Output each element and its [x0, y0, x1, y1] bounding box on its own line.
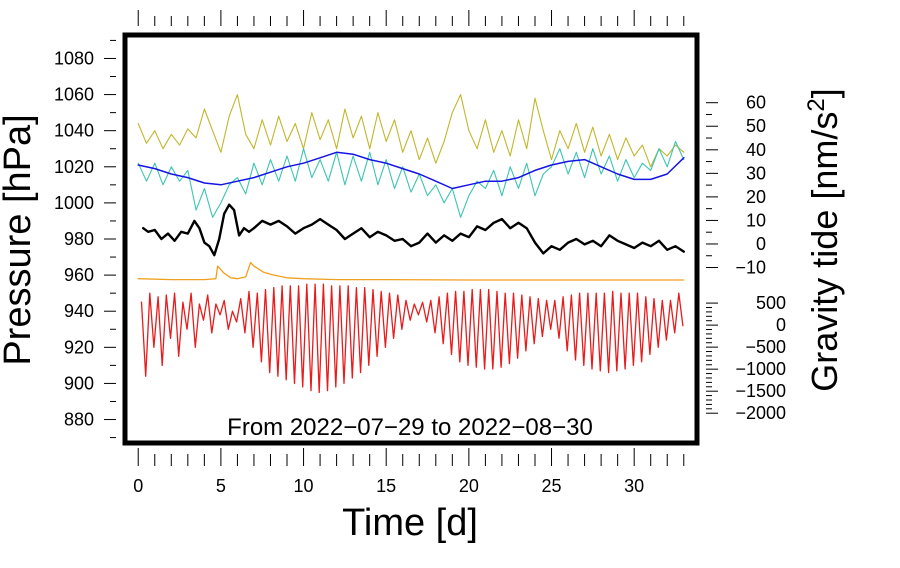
left-tick-label: 1080: [54, 48, 94, 68]
series-pressure-black: [141, 203, 685, 257]
right-upper-tick-label: 40: [746, 140, 766, 160]
left-tick-label: 980: [64, 229, 94, 249]
left-tick-label: 1040: [54, 121, 94, 141]
right-upper-tick-label: 60: [746, 93, 766, 113]
right-lower-tick-label: 500: [756, 293, 786, 313]
x-tick-label: 15: [376, 476, 396, 496]
series-pressure-smooth-blue: [137, 151, 685, 190]
right-lower-tick-label: −500: [745, 337, 786, 357]
date-range-annotation: From 2022−07−29 to 2022−08−30: [227, 414, 593, 441]
right-upper-tick-label: −10: [735, 258, 766, 278]
x-tick-label: 30: [624, 476, 644, 496]
left-tick-label: 1000: [54, 193, 94, 213]
left-axis-title: Pressure [hPa]: [0, 114, 39, 365]
left-tick-label: 880: [64, 410, 94, 430]
right-axis-title-main: Gravity tide [nm/s: [804, 112, 845, 392]
right-upper-tick-label: 30: [746, 163, 766, 183]
left-tick-label: 940: [64, 301, 94, 321]
right-axis-title-tail: ]: [804, 88, 845, 98]
right-axis-title-superscript: 2: [803, 98, 830, 111]
right-lower-tick-label: −1000: [735, 359, 786, 379]
series-layer: [137, 94, 685, 394]
right-upper-tick-label: 0: [756, 234, 766, 254]
right-upper-tick-label: 20: [746, 187, 766, 207]
axes-layer: [104, 10, 718, 466]
series-gravity-residual-teal: [137, 140, 685, 218]
x-tick-label: 5: [216, 476, 226, 496]
x-tick-label: 0: [133, 476, 143, 496]
right-upper-tick-label: 50: [746, 116, 766, 136]
labels-layer: 0 5 10 15 20 25 308809009209409609801000102010…: [54, 48, 786, 496]
left-tick-label: 900: [64, 373, 94, 393]
series-pressure-orange: [137, 261, 685, 281]
series-gravity-tide-red: [140, 283, 684, 394]
right-lower-tick-label: −2000: [735, 403, 786, 423]
x-tick-label: 25: [542, 476, 562, 496]
right-lower-tick-label: −1500: [735, 381, 786, 401]
x-axis-title: Time [d]: [342, 502, 478, 544]
left-tick-label: 960: [64, 265, 94, 285]
series-gravity-residual-olive: [137, 94, 685, 168]
x-tick-label: 20: [459, 476, 479, 496]
left-tick-label: 1020: [54, 157, 94, 177]
plot-frame: [122, 32, 700, 446]
left-tick-label: 920: [64, 337, 94, 357]
right-axis-title: Gravity tide [nm/s2]: [803, 88, 845, 391]
left-tick-label: 1060: [54, 85, 94, 105]
right-upper-tick-label: 10: [746, 210, 766, 230]
x-tick-label: 10: [294, 476, 314, 496]
right-lower-tick-label: 0: [776, 315, 786, 335]
